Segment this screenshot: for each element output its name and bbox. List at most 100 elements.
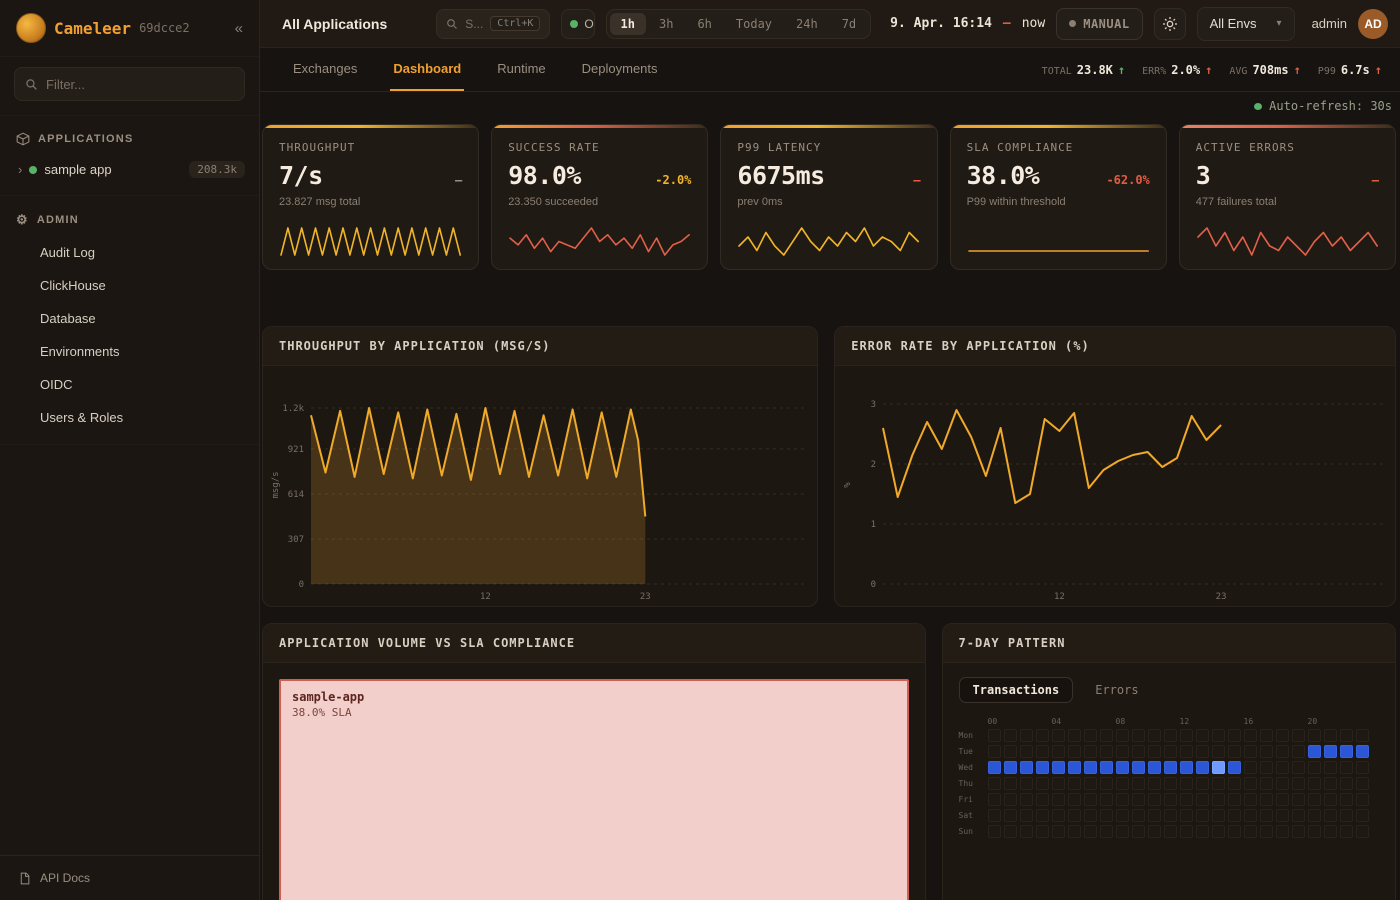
heatmap-cell[interactable] (1195, 729, 1209, 742)
heatmap-cell[interactable] (987, 761, 1001, 774)
heatmap-cell[interactable] (1339, 729, 1353, 742)
heatmap-cell[interactable] (1147, 729, 1161, 742)
heatmap-cell[interactable] (1259, 825, 1273, 838)
heatmap-cell[interactable] (1035, 825, 1049, 838)
heatmap-cell[interactable] (1051, 761, 1065, 774)
heatmap-cell[interactable] (1307, 777, 1321, 790)
heatmap-cell[interactable] (1131, 793, 1145, 806)
heatmap-cell[interactable] (1355, 793, 1369, 806)
heatmap-cell[interactable] (1083, 729, 1097, 742)
heatmap-cell[interactable] (1115, 745, 1129, 758)
heatmap-cell[interactable] (1211, 825, 1225, 838)
heatmap-cell[interactable] (1243, 825, 1257, 838)
heatmap-cell[interactable] (1115, 777, 1129, 790)
heatmap-cell[interactable] (1355, 729, 1369, 742)
theme-toggle-button[interactable] (1153, 7, 1186, 40)
status-pill[interactable]: O (561, 8, 595, 39)
heatmap-cell[interactable] (1227, 825, 1241, 838)
heatmap-cell[interactable] (1051, 809, 1065, 822)
heatmap-cell[interactable] (1003, 761, 1017, 774)
heatmap-cell[interactable] (1019, 745, 1033, 758)
sidebar-item-clickhouse[interactable]: ClickHouse (40, 278, 106, 293)
heatmap-cell[interactable] (1259, 793, 1273, 806)
time-range-7d[interactable]: 7d (841, 16, 857, 31)
heatmap-cell[interactable] (1099, 793, 1113, 806)
heatmap-cell[interactable] (1243, 793, 1257, 806)
heatmap-cell[interactable] (1163, 729, 1177, 742)
heatmap-cell[interactable] (1083, 809, 1097, 822)
chevron-right-icon[interactable]: › (18, 162, 23, 177)
heatmap-cell[interactable] (1067, 793, 1081, 806)
sidebar-item-oidc[interactable]: OIDC (40, 377, 73, 392)
heatmap-cell[interactable] (1355, 825, 1369, 838)
heatmap-cell[interactable] (1195, 809, 1209, 822)
datetime-start[interactable]: 9. Apr. 16:14 (890, 16, 992, 31)
manual-refresh-button[interactable]: MANUAL (1056, 7, 1143, 40)
heatmap-cell[interactable] (1115, 809, 1129, 822)
heatmap-cell[interactable] (1227, 729, 1241, 742)
heatmap-cell[interactable] (1003, 825, 1017, 838)
heatmap-cell[interactable] (1275, 809, 1289, 822)
heatmap-cell[interactable] (1195, 793, 1209, 806)
heatmap-cell[interactable] (1035, 729, 1049, 742)
tab-runtime[interactable]: Runtime (497, 61, 546, 76)
heatmap-cell[interactable] (1275, 745, 1289, 758)
heatmap-cell[interactable] (1099, 761, 1113, 774)
heatmap-cell[interactable] (1275, 777, 1289, 790)
heatmap-cell[interactable] (1099, 745, 1113, 758)
heatmap-cell[interactable] (1323, 777, 1337, 790)
heatmap-cell[interactable] (1243, 745, 1257, 758)
error-rate-chart[interactable]: 0 1 2 3 12 23% (835, 366, 1395, 606)
heatmap-cell[interactable] (1099, 825, 1113, 838)
treemap-cell-sample-app[interactable]: sample-app 38.0% SLA (279, 679, 909, 900)
heatmap-cell[interactable] (1147, 777, 1161, 790)
heatmap-cell[interactable] (1035, 761, 1049, 774)
sidebar-item-database[interactable]: Database (40, 311, 96, 326)
heatmap-cell[interactable] (987, 729, 1001, 742)
heatmap-cell[interactable] (1291, 793, 1305, 806)
heatmap-cell[interactable] (1019, 825, 1033, 838)
heatmap-cell[interactable] (1099, 729, 1113, 742)
heatmap-cell[interactable] (1179, 729, 1193, 742)
heatmap-cell[interactable] (1307, 825, 1321, 838)
heatmap-cell[interactable] (1163, 777, 1177, 790)
heatmap-cell[interactable] (1195, 825, 1209, 838)
heatmap-cell[interactable] (1051, 825, 1065, 838)
heatmap-cell[interactable] (1179, 761, 1193, 774)
tab-dashboard[interactable]: Dashboard (390, 48, 465, 91)
heatmap-cell[interactable] (1339, 777, 1353, 790)
heatmap-cell[interactable] (1067, 809, 1081, 822)
heatmap-cell[interactable] (1083, 745, 1097, 758)
heatmap-cell[interactable] (1163, 793, 1177, 806)
heatmap-cell[interactable] (1227, 793, 1241, 806)
sidebar-item-users-roles[interactable]: Users & Roles (40, 410, 124, 425)
environment-select[interactable]: All Envs ▾ (1196, 6, 1295, 41)
heatmap-cell[interactable] (1259, 745, 1273, 758)
sidebar-item-sample-app[interactable]: › sample app 208.3k (0, 154, 259, 185)
heatmap-cell[interactable] (1211, 793, 1225, 806)
heatmap-cell[interactable] (1035, 777, 1049, 790)
time-range-6h[interactable]: 6h (697, 16, 712, 31)
heatmap-cell[interactable] (1211, 761, 1225, 774)
heatmap-cell[interactable] (1099, 777, 1113, 790)
heatmap-cell[interactable] (1291, 745, 1305, 758)
heatmap-cell[interactable] (1339, 825, 1353, 838)
heatmap-cell[interactable] (1195, 745, 1209, 758)
heatmap-cell[interactable] (1051, 793, 1065, 806)
heatmap-cell[interactable] (1067, 777, 1081, 790)
sidebar-filter[interactable] (14, 67, 245, 101)
throughput-chart[interactable]: 0 307 614 921 1.2k 12 23 msg/s (263, 366, 817, 606)
heatmap-cell[interactable] (1179, 777, 1193, 790)
heatmap-cell[interactable] (1163, 825, 1177, 838)
heatmap-cell[interactable] (1163, 745, 1177, 758)
heatmap-cell[interactable] (1275, 761, 1289, 774)
heatmap-cell[interactable] (1147, 761, 1161, 774)
heatmap-cell[interactable] (1051, 777, 1065, 790)
heatmap-cell[interactable] (1179, 809, 1193, 822)
heatmap-cell[interactable] (1131, 729, 1145, 742)
heatmap-cell[interactable] (1323, 793, 1337, 806)
heatmap-cell[interactable] (1355, 809, 1369, 822)
heatmap-cell[interactable] (1115, 729, 1129, 742)
heatmap-cell[interactable] (1147, 745, 1161, 758)
heatmap-cell[interactable] (1179, 825, 1193, 838)
